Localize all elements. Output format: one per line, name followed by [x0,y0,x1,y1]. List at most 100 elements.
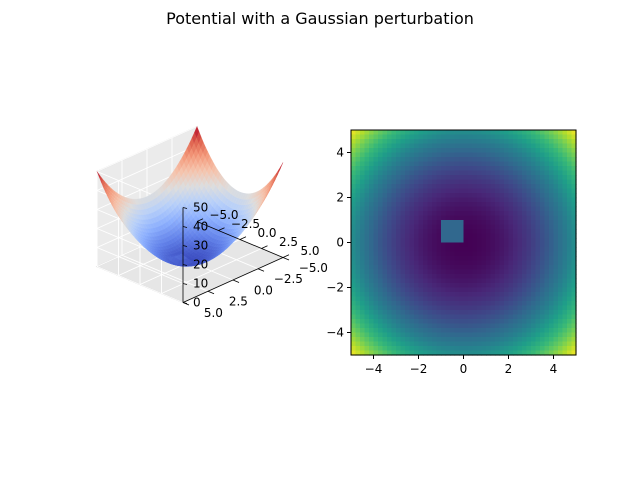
heatmap-cell [544,148,550,154]
heatmap-cell [517,130,523,136]
heatmap-cell [508,224,514,230]
heatmap-cell [567,256,573,262]
heatmap-cell [432,170,438,176]
heatmap-cell [378,328,384,334]
heatmap-cell [531,278,537,284]
heatmap-cell [351,229,357,235]
heatmap-cell [513,323,519,329]
heatmap-cell [508,242,514,248]
heatmap-cell [535,215,541,221]
heatmap-cell [477,206,483,212]
heatmap-cell [441,148,447,154]
heatmap-cell [405,337,411,343]
heatmap-cell [495,229,501,235]
heatmap-cell [441,188,447,194]
heatmap-cell [378,283,384,289]
heatmap-cell [526,269,532,275]
heatmap-cell [562,269,568,275]
heatmap-cell [531,161,537,167]
heatmap-cell [378,242,384,248]
heatmap-cell [486,179,492,185]
heatmap-cell [477,238,483,244]
heatmap-cell [351,148,357,154]
heatmap-cell [486,193,492,199]
heatmap-cell [526,305,532,311]
heatmap-cell [486,332,492,338]
heatmap-cell [562,224,568,230]
heatmap-cell [549,251,555,257]
heatmap-cell [477,287,483,293]
heatmap-cell [418,139,424,145]
heatmap-cell [468,188,474,194]
heatmap-cell [495,274,501,280]
heatmap-cell [490,170,496,176]
heatmap-cell [540,256,546,262]
heatmap-cell [445,170,451,176]
heatmap-cell [360,274,366,280]
heatmap-cell [553,346,559,352]
heatmap-cell [418,148,424,154]
heatmap-cell [553,202,559,208]
heatmap-cell [513,220,519,226]
heatmap-cell [558,179,564,185]
heatmap-cell [522,256,528,262]
heatmap-cell [562,274,568,280]
heatmap-cell [544,256,550,262]
heatmap-cell [558,238,564,244]
heatmap-cell [355,260,361,266]
heatmap-cell [531,301,537,307]
heatmap-cell [351,323,357,329]
heatmap-cell [571,148,577,154]
heatmap-cell [504,269,510,275]
heatmap-cell [432,148,438,154]
heatmap-cell [513,233,519,239]
heatmap-cell [472,229,478,235]
heatmap-cell [472,224,478,230]
heatmap-cell [540,224,546,230]
heatmap-cell [387,175,393,181]
heatmap-cell [535,341,541,347]
heatmap-cell [531,332,537,338]
heatmap-cell [472,211,478,217]
heatmap-cell [499,341,505,347]
heatmap-cell [355,328,361,334]
heatmap-cell [535,211,541,217]
heatmap-cell [468,310,474,316]
heatmap-cell [468,319,474,325]
heatmap-cell [526,233,532,239]
heatmap-cell [535,251,541,257]
heatmap-cell [553,157,559,163]
heatmap-cell [405,206,411,212]
z-tick [182,245,188,247]
heatmap-cell [360,319,366,325]
heatmap-cell [567,269,573,275]
heatmap-cell [369,143,375,149]
heatmap-cell [436,161,442,167]
z-tick [182,207,188,209]
heatmap-cell [499,157,505,163]
heatmap-cell [567,301,573,307]
heatmap-cell [495,224,501,230]
heatmap-cell [378,341,384,347]
heatmap-cell [360,179,366,185]
heatmap-cell [481,337,487,343]
heatmap-cell [436,283,442,289]
heatmap-cell [351,238,357,244]
heatmap-cell [378,202,384,208]
heatmap-cell [562,211,568,217]
heatmap-cell [486,215,492,221]
heatmap-cell [450,170,456,176]
heatmap-cell [373,215,379,221]
heatmap-cell [486,296,492,302]
heatmap-cell [360,202,366,208]
heatmap-cell [391,157,397,163]
heatmap-cell [504,233,510,239]
heatmap-cell [553,148,559,154]
heatmap-cell [558,319,564,325]
heatmap-cell [472,341,478,347]
y-tick [207,290,215,295]
heatmap-cell [409,242,415,248]
heatmap-cell [562,314,568,320]
heatmap-cell [378,278,384,284]
heatmap-cell [468,139,474,145]
